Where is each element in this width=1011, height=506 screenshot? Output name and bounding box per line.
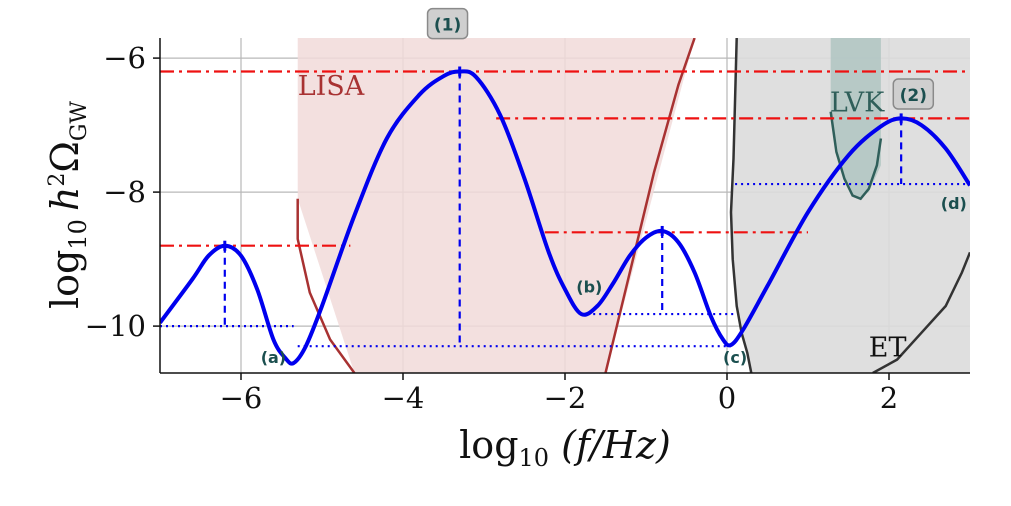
x-tick-label: −6 [220, 381, 263, 415]
tick-labels: −6 −4 −2 0 2 −10 −8 −6 [85, 41, 898, 415]
point-label: (c) [723, 348, 747, 367]
x-tick-label: −4 [382, 381, 425, 415]
y-tick-label: −8 [103, 175, 146, 209]
x-axis-log-sub: 10 [519, 444, 550, 472]
x-axis-quantity: (f/Hz) [549, 423, 671, 467]
point-label: (b) [576, 278, 602, 297]
lisa-left-boundary [296, 198, 356, 373]
lvk-boundary [829, 111, 883, 201]
y-tick-label: −10 [85, 309, 146, 343]
x-axis-title: log10 (f/Hz) [459, 423, 671, 472]
et-right-boundary [872, 251, 970, 373]
lisa-right-boundary [604, 38, 696, 373]
axes-frame [153, 38, 970, 380]
x-tick-label: −2 [544, 381, 587, 415]
peak-label-box [892, 78, 935, 110]
y-tick-label: −6 [103, 41, 146, 75]
y-axis-omega: Ω [43, 141, 87, 173]
point-label: (d) [941, 194, 967, 213]
peak-label: (2) [900, 86, 927, 106]
point-label: (a) [261, 348, 286, 367]
y-axis-h: h [43, 187, 87, 211]
x-tick-label: 0 [718, 381, 736, 415]
x-axis-log: log [459, 423, 518, 467]
y-axis-omega-sub: GW [67, 101, 92, 142]
et-gray-region [731, 38, 970, 373]
reference-lines [160, 66, 970, 348]
lisa-label: LISA [298, 71, 365, 102]
spectrum-line [160, 69, 970, 366]
y-axis-h-sup: 2 [45, 173, 70, 187]
peak-label-box [426, 7, 469, 40]
annotations: LISA LVK ET (a) (b) (c) (d) (1) (2) [261, 7, 967, 367]
x-tick-label: 2 [880, 381, 898, 415]
et-left-boundary [729, 38, 753, 373]
et-label: ET [869, 332, 907, 363]
y-axis-title: log10 h2ΩGW [43, 101, 92, 309]
peak-label: (1) [434, 16, 461, 36]
y-axis-log: log [43, 250, 87, 309]
y-axis-log-sub: 10 [64, 219, 92, 250]
spectrum-curve [160, 69, 970, 366]
lvk-label: LVK [830, 88, 885, 119]
